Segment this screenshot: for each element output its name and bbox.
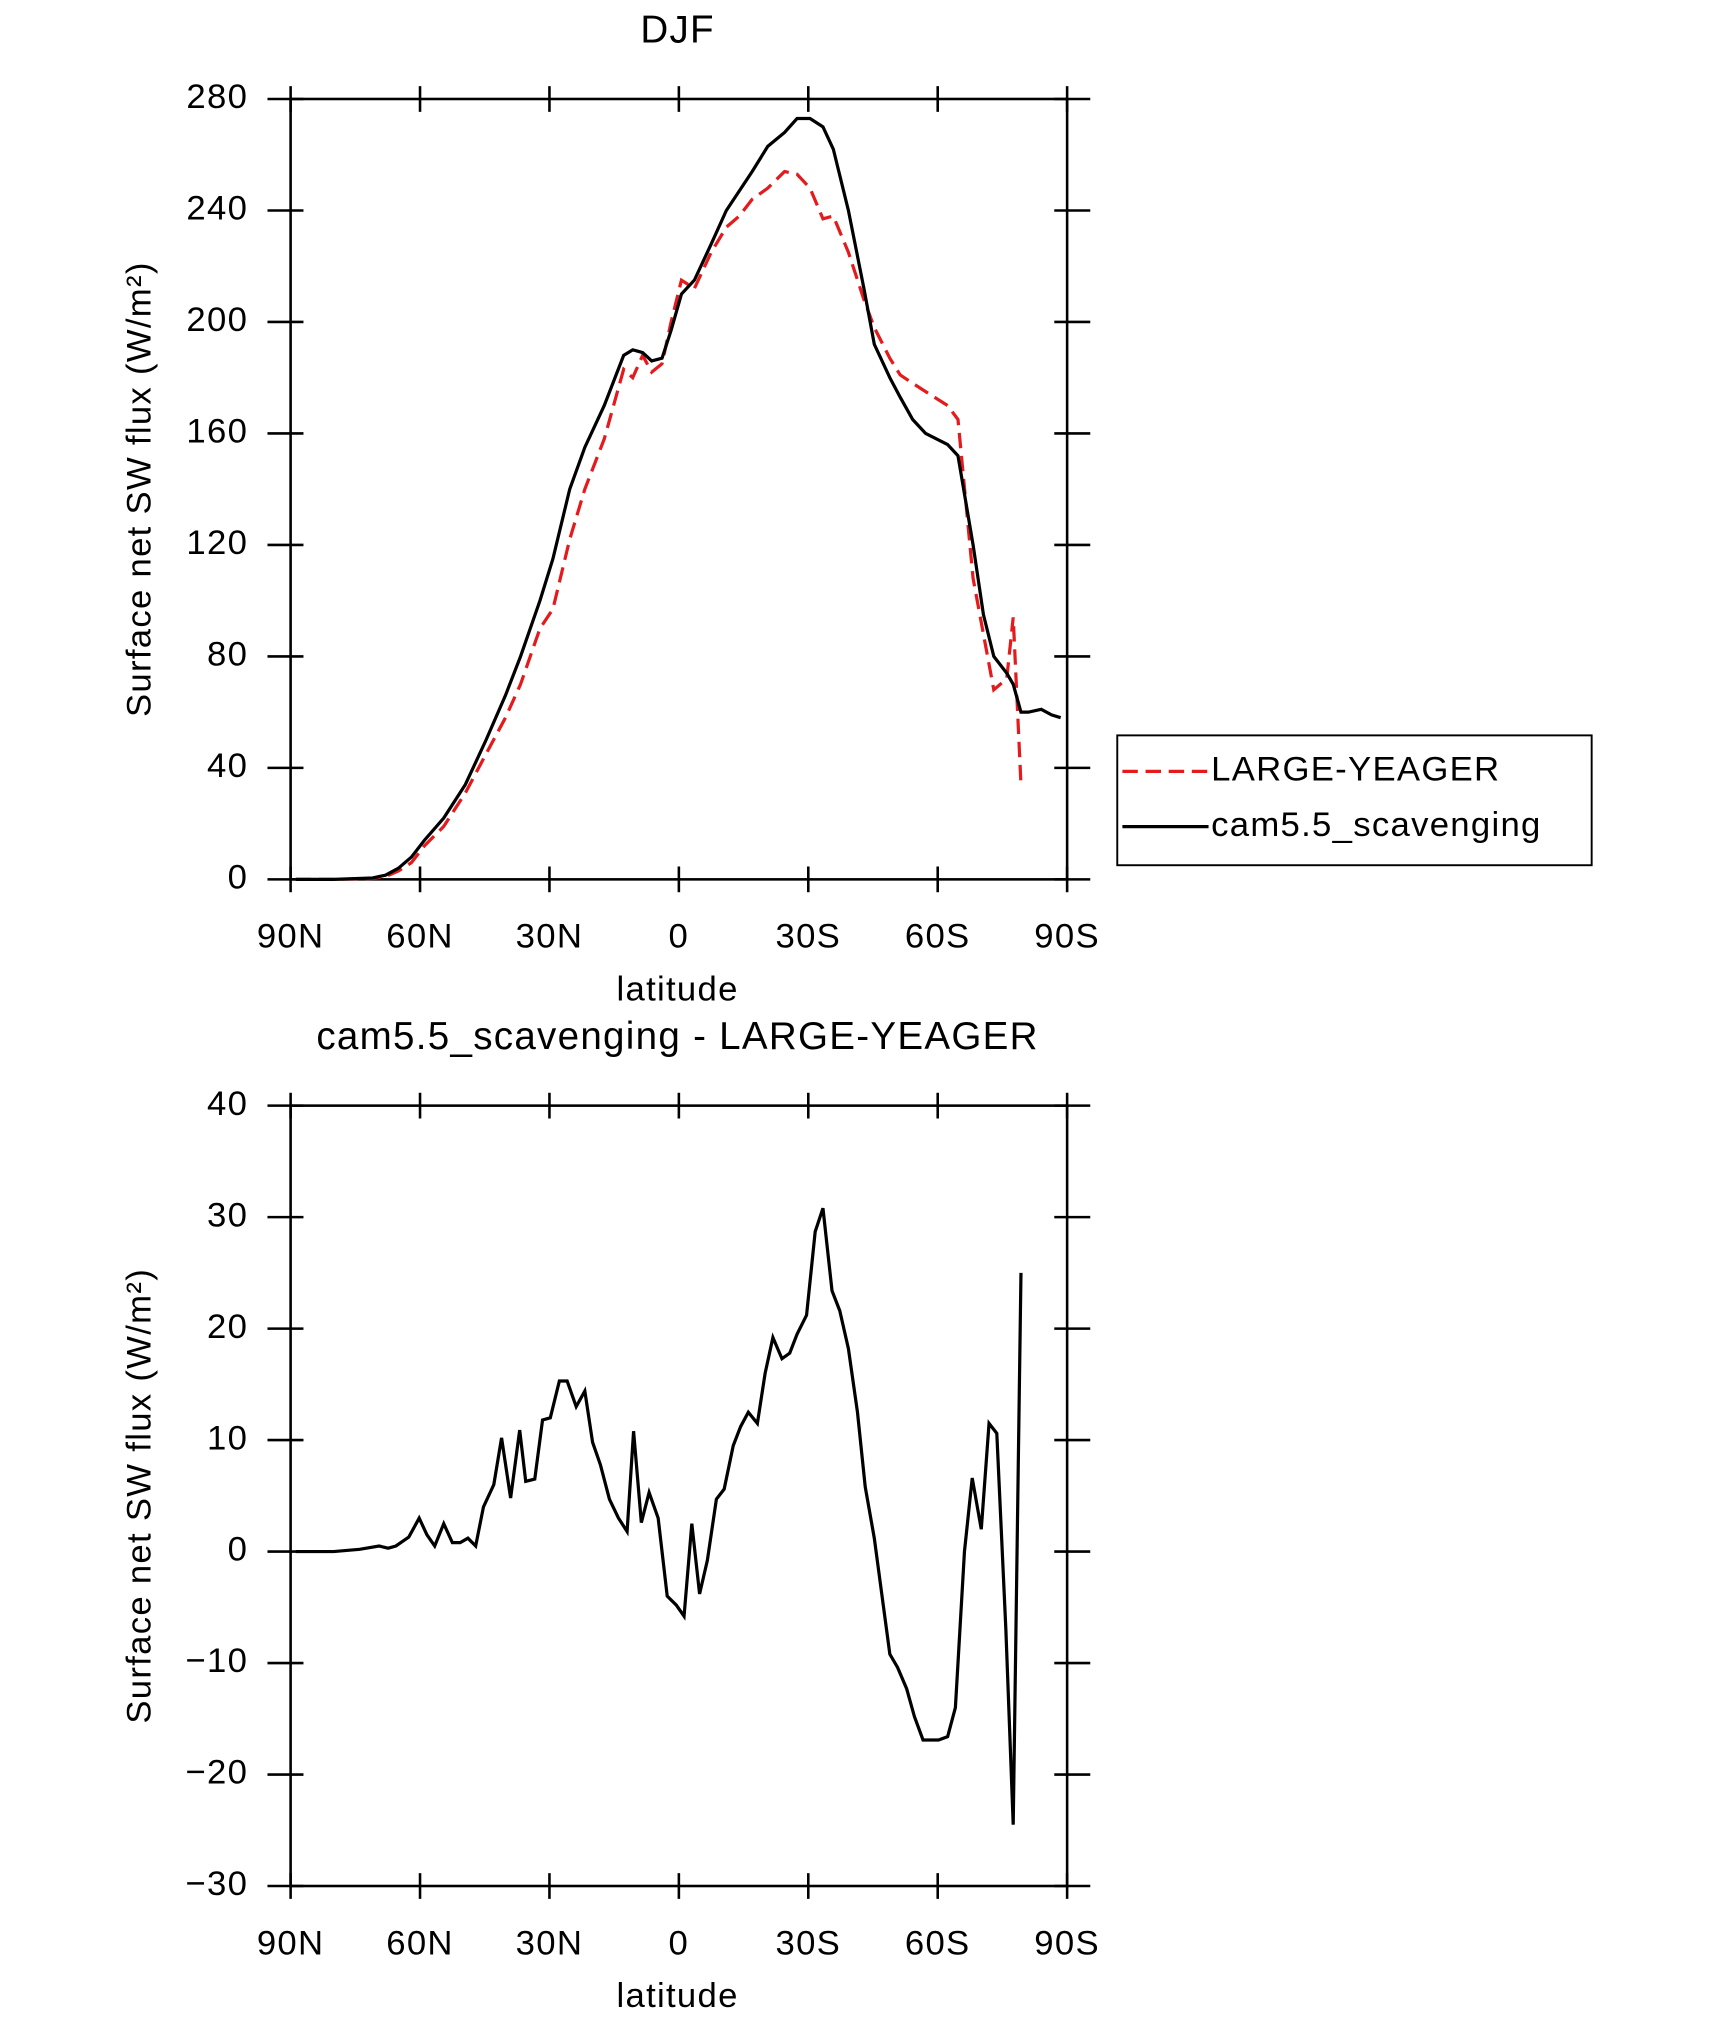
chart-title: cam5.5_scavenging - LARGE-YEAGER: [316, 1015, 1038, 1058]
plot-frame: [289, 1104, 1069, 1888]
y-tick-label: 0: [228, 859, 249, 897]
y-tick-label: 40: [207, 747, 248, 785]
y-tick-label: 160: [186, 413, 248, 451]
legend-label: cam5.5_scavenging: [1211, 806, 1542, 844]
plot-frame: [289, 97, 1069, 881]
y-tick-label: 40: [207, 1085, 248, 1123]
x-tick-label: 90N: [257, 1924, 325, 1962]
y-tick-label: −20: [185, 1754, 248, 1792]
y-tick-label: −10: [185, 1642, 248, 1680]
x-tick-label: 30S: [775, 918, 841, 956]
y-axis-label: Surface net SW flux (W/m²): [121, 1268, 159, 1724]
x-tick-label: 60S: [905, 918, 971, 956]
y-tick-label: 120: [186, 524, 248, 562]
x-tick-label: 0: [669, 1924, 690, 1962]
x-tick-label: 60N: [386, 918, 454, 956]
y-tick-label: 80: [207, 636, 248, 674]
y-tick-label: 0: [228, 1531, 249, 1569]
chart-title: DJF: [640, 8, 715, 51]
y-tick-label: 280: [186, 78, 248, 116]
x-tick-label: 90S: [1034, 1924, 1100, 1962]
x-tick-label: 90N: [257, 918, 325, 956]
y-tick-label: 20: [207, 1308, 248, 1346]
data-line: [295, 116, 1062, 881]
x-tick-label: 30N: [516, 1924, 584, 1962]
x-axis-label: latitude: [616, 1977, 738, 2015]
y-tick-label: 200: [186, 301, 248, 339]
y-tick-label: 30: [207, 1196, 248, 1234]
y-axis-label: Surface net SW flux (W/m²): [121, 261, 159, 717]
y-tick-label: −30: [185, 1865, 248, 1903]
x-tick-label: 60N: [386, 1924, 454, 1962]
x-tick-label: 0: [669, 918, 690, 956]
data-line: [295, 169, 1023, 881]
x-tick-label: 60S: [905, 1924, 971, 1962]
legend-label: LARGE-YEAGER: [1211, 751, 1500, 789]
y-tick-label: 240: [186, 190, 248, 228]
x-tick-label: 30N: [516, 918, 584, 956]
y-tick-label: 10: [207, 1419, 248, 1457]
x-tick-label: 90S: [1034, 918, 1100, 956]
legend-box: [1116, 734, 1593, 867]
x-axis-label: latitude: [616, 970, 738, 1008]
data-line: [295, 1207, 1023, 1825]
x-tick-label: 30S: [775, 1924, 841, 1962]
